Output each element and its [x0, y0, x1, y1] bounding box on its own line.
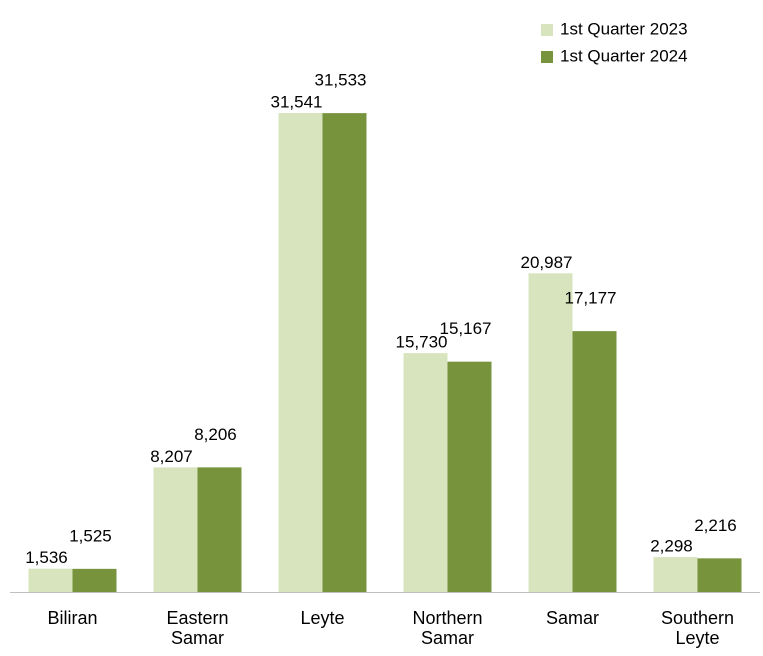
bar [403, 353, 448, 592]
value-label: 31,533 [315, 71, 367, 90]
value-label: 1,536 [25, 548, 68, 567]
x-tick-label: Northern Samar [412, 608, 483, 648]
value-label: 1,525 [69, 526, 112, 545]
bar [697, 558, 742, 592]
value-label: 2,298 [650, 537, 693, 556]
bar [197, 467, 242, 592]
legend-label: 1st Quarter 2024 [560, 46, 688, 65]
value-label: 15,730 [396, 333, 448, 352]
x-tick-label: Eastern Samar [166, 608, 229, 648]
legend-swatch [541, 51, 553, 63]
value-label: 20,987 [521, 253, 573, 272]
x-tick-label: Samar [545, 608, 599, 628]
bar [528, 273, 573, 592]
value-label: 8,206 [194, 425, 237, 444]
value-label: 31,541 [271, 92, 323, 111]
bar [153, 467, 198, 592]
bar [653, 557, 698, 592]
value-label: 8,207 [150, 447, 193, 466]
value-label: 17,177 [565, 289, 617, 308]
value-label: 15,167 [440, 319, 492, 338]
bar [278, 113, 323, 592]
legend-label: 1st Quarter 2023 [560, 19, 688, 38]
bar [72, 568, 117, 592]
bar [572, 331, 617, 592]
x-tick-label: Leyte [300, 608, 345, 628]
bar [28, 568, 73, 592]
bar [447, 361, 492, 592]
value-label: 2,216 [694, 516, 737, 535]
legend-swatch [541, 24, 553, 36]
x-tick-label: Southern Leyte [660, 608, 735, 648]
x-tick-label: Biliran [47, 608, 98, 628]
bar [322, 113, 367, 592]
